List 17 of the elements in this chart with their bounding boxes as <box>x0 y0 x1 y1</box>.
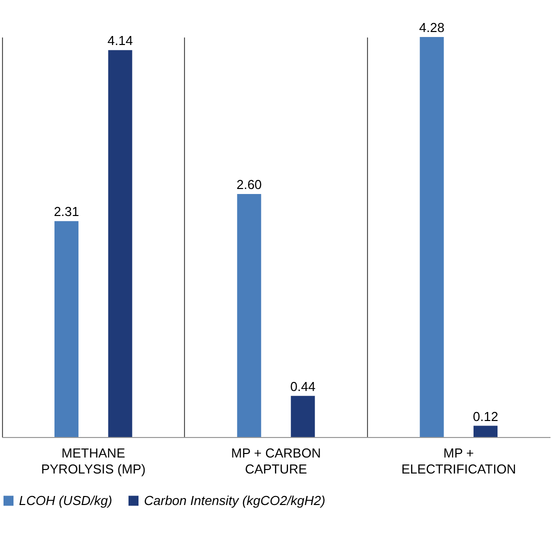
legend-label: Carbon Intensity (kgCO2/kgH2) <box>144 492 326 508</box>
data-label: 4.28 <box>419 20 444 35</box>
data-label: 2.60 <box>236 177 262 192</box>
data-label: 4.14 <box>108 33 133 48</box>
bar <box>474 426 498 437</box>
bar <box>290 396 315 437</box>
x-tick-label: MP + CARBON CAPTURE <box>231 446 321 476</box>
data-label: 0.44 <box>290 378 316 394</box>
bar <box>420 37 444 437</box>
bar <box>54 221 78 437</box>
data-label: 2.31 <box>54 204 80 220</box>
bar <box>108 50 132 437</box>
bar <box>237 194 262 437</box>
x-tick-label: MP + ELECTRIFICATION <box>401 446 516 476</box>
legend-label: LCOH (USD/kg) <box>19 492 112 508</box>
x-tick-label: METHANE PYROLYSIS (MP) <box>41 446 146 476</box>
data-label: 0.12 <box>472 408 498 424</box>
